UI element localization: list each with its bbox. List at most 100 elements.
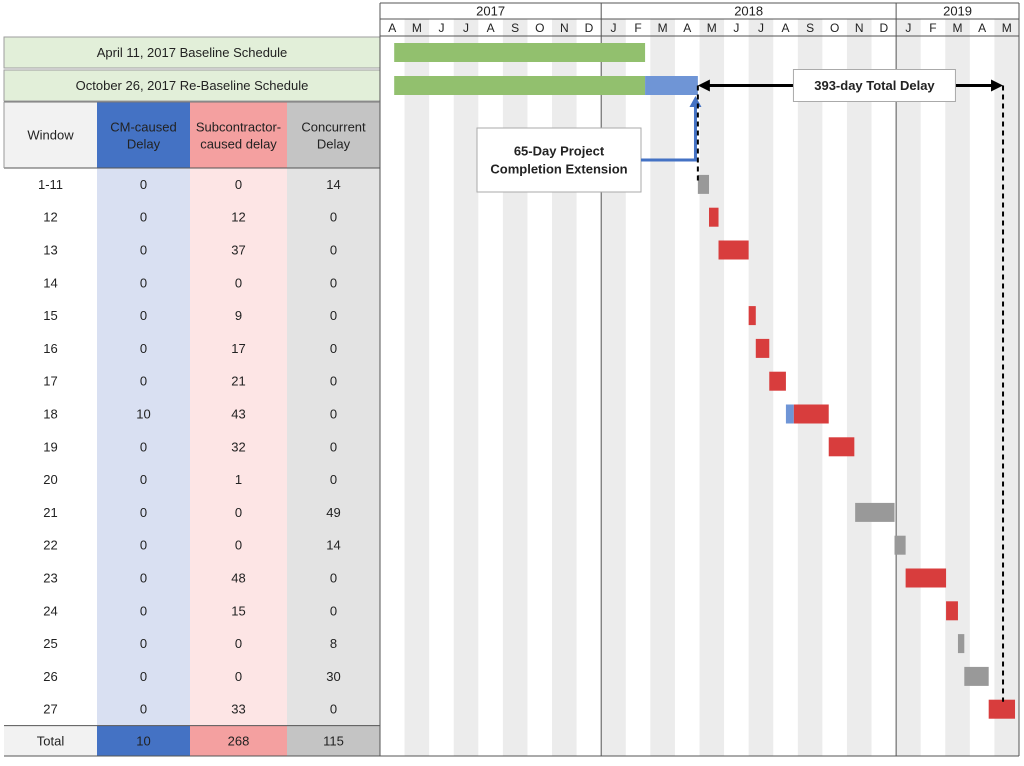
year-label: 2017 (476, 4, 505, 19)
cm-header-bg (97, 102, 190, 168)
row-cm-value: 0 (140, 439, 147, 454)
row-conc-value: 49 (326, 505, 340, 520)
row-conc-value: 8 (330, 636, 337, 651)
month-tick-label: J (463, 21, 469, 35)
row-conc-value: 0 (330, 407, 337, 422)
month-tick-label: D (585, 21, 594, 35)
month-tick-label: N (855, 21, 864, 35)
delay-bar-subcontractor (946, 601, 958, 621)
row-cm-value: 0 (140, 308, 147, 323)
row-cm-value: 0 (140, 177, 147, 192)
row-window-label: 18 (43, 407, 57, 422)
delay-bar-subcontractor (709, 207, 719, 227)
row-conc-value: 14 (326, 538, 340, 553)
cm-column-bg (97, 102, 190, 756)
row-conc-value: 0 (330, 210, 337, 225)
row-sub-value: 21 (231, 374, 245, 389)
schedule-bar (394, 43, 646, 62)
schedule-label: April 11, 2017 Baseline Schedule (97, 45, 288, 60)
month-tick-label: F (634, 21, 641, 35)
row-conc-value: 0 (330, 308, 337, 323)
month-shade (699, 19, 725, 756)
month-shade (650, 19, 675, 756)
year-label: 2018 (734, 4, 763, 19)
conc-header: Concurrent (301, 120, 366, 135)
month-tick-label: J (905, 21, 911, 35)
row-window-label: 1-11 (38, 177, 63, 192)
row-window-label: 16 (43, 341, 57, 356)
month-tick-label: D (879, 21, 888, 35)
total-delay-arrowhead-left (697, 79, 710, 92)
month-shade (945, 19, 970, 756)
month-tick-label: S (511, 21, 519, 35)
row-conc-value: 0 (330, 472, 337, 487)
row-sub-value: 0 (235, 636, 242, 651)
row-cm-value: 0 (140, 669, 147, 684)
month-tick-label: M (1002, 21, 1012, 35)
month-tick-label: S (806, 21, 814, 35)
month-shade (846, 19, 872, 756)
sub-header: caused delay (200, 137, 277, 152)
cm-header: Delay (127, 137, 161, 152)
row-sub-value: 43 (231, 407, 245, 422)
row-sub-value: 33 (231, 702, 245, 717)
row-sub-value: 32 (231, 439, 245, 454)
delay-bar-subcontractor (748, 306, 756, 326)
extension-callout-label: 65-Day Project (514, 144, 605, 159)
row-cm-value: 0 (140, 702, 147, 717)
row-conc-value: 14 (326, 177, 340, 192)
schedule-label: October 26, 2017 Re-Baseline Schedule (76, 78, 309, 93)
row-cm-value: 0 (140, 243, 147, 258)
month-tick-label: M (953, 21, 963, 35)
row-conc-value: 0 (330, 603, 337, 618)
row-sub-value: 9 (235, 308, 242, 323)
delay-bar-concurrent (957, 634, 965, 654)
total-conc-bg (287, 725, 380, 756)
schedule-label-bg (3, 36, 381, 69)
row-sub-value: 12 (231, 210, 245, 225)
row-cm-value: 0 (140, 603, 147, 618)
sub-header-bg (190, 102, 287, 168)
row-conc-value: 0 (330, 702, 337, 717)
row-window-label: 27 (43, 702, 57, 717)
row-cm-value: 0 (140, 275, 147, 290)
row-window-label: 12 (43, 210, 57, 225)
delay-bar-cm (785, 404, 794, 424)
sub-column-bg (190, 102, 287, 756)
row-conc-value: 0 (330, 341, 337, 356)
row-sub-value: 15 (231, 603, 245, 618)
delay-bar-subcontractor (718, 240, 749, 260)
month-tick-label: F (929, 21, 936, 35)
month-tick-label: N (560, 21, 569, 35)
row-window-label: 17 (43, 374, 57, 389)
total-cm-bg (97, 725, 190, 756)
total-cm-value: 10 (136, 733, 150, 748)
total-label: Total (37, 733, 65, 748)
month-shade (404, 19, 430, 756)
delay-bar-subcontractor (905, 568, 947, 588)
delay-bar-concurrent (894, 535, 906, 555)
row-cm-value: 0 (140, 505, 147, 520)
delay-bar-subcontractor (828, 437, 855, 457)
row-sub-value: 0 (235, 505, 242, 520)
delay-bar-subcontractor (769, 371, 786, 391)
row-window-label: 20 (43, 472, 57, 487)
month-tick-label: A (978, 21, 986, 35)
row-window-label: 26 (43, 669, 57, 684)
total-sub-value: 268 (228, 733, 250, 748)
row-sub-value: 48 (231, 571, 245, 586)
row-cm-value: 0 (140, 636, 147, 651)
row-sub-value: 1 (235, 472, 242, 487)
delay-bar-subcontractor (793, 404, 829, 424)
delay-bar-concurrent (855, 502, 895, 522)
row-cm-value: 0 (140, 571, 147, 586)
row-window-label: 25 (43, 636, 57, 651)
row-sub-value: 0 (235, 669, 242, 684)
row-sub-value: 0 (235, 177, 242, 192)
month-shade (896, 19, 921, 756)
month-shade (797, 19, 823, 756)
month-shade (994, 19, 1019, 756)
row-cm-value: 0 (140, 374, 147, 389)
